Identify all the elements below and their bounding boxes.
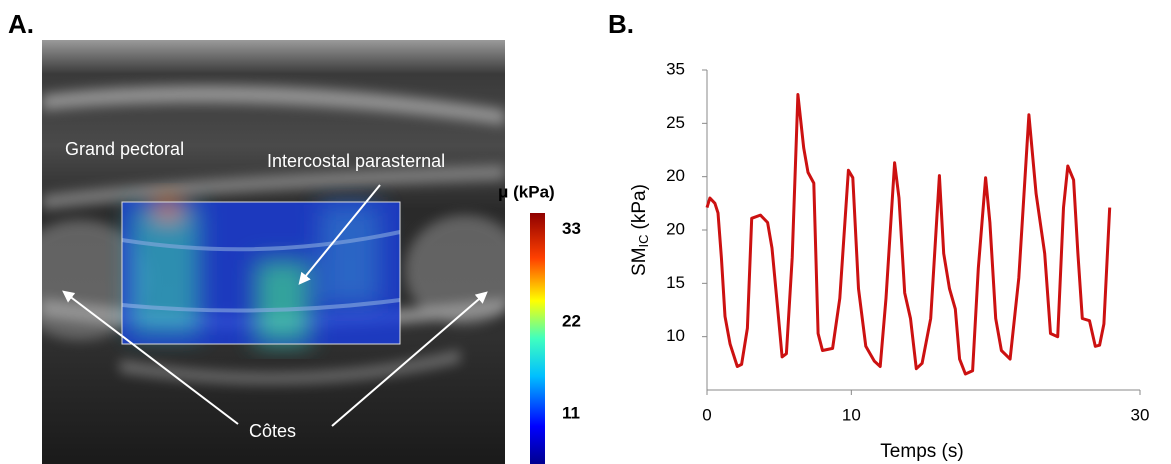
x-tick-label: 10: [842, 405, 861, 424]
annotation: Côtes: [249, 421, 296, 441]
y-axis-label: SMIC (kPa): [629, 184, 651, 276]
data-line: [705, 93, 1112, 376]
colorbar: [530, 213, 545, 464]
x-axis-label: Temps (s): [880, 441, 963, 462]
y-label-unit: (kPa): [629, 184, 650, 229]
y-tick-label: 10: [666, 326, 685, 345]
x-tick-label: 0: [702, 405, 711, 424]
y-tick-label: 20: [666, 219, 685, 238]
panel-label: B.: [608, 9, 634, 39]
ultrasound-panel: A. Grand pectoral Intercostal parasterna…: [8, 9, 581, 464]
elasticity-overlay: [121, 198, 401, 344]
colorbar-title: μ (kPa): [498, 182, 555, 201]
y-label-main: SM: [629, 247, 650, 276]
line-panel: B. Temps (s) SMIC (kPa) 35 25 20 20 15 10 0 10 30: [608, 9, 1149, 462]
colorbar-tick-label: 33: [562, 219, 581, 238]
colorbar-tick-label: 22: [562, 311, 581, 330]
y-tick-label: 25: [666, 113, 685, 132]
y-label-sub: IC: [636, 234, 651, 247]
y-tick-label: 20: [666, 166, 685, 185]
ultrasound-image: [42, 40, 505, 464]
annotation: Grand pectoral: [65, 139, 184, 159]
x-tick-label: 30: [1131, 405, 1150, 424]
annotation: Intercostal parasternal: [267, 151, 445, 171]
colorbar-tick-label: 11: [562, 403, 580, 422]
panel-label: A.: [8, 9, 34, 39]
y-tick-label: 35: [666, 59, 685, 78]
y-tick-label: 15: [666, 273, 685, 292]
